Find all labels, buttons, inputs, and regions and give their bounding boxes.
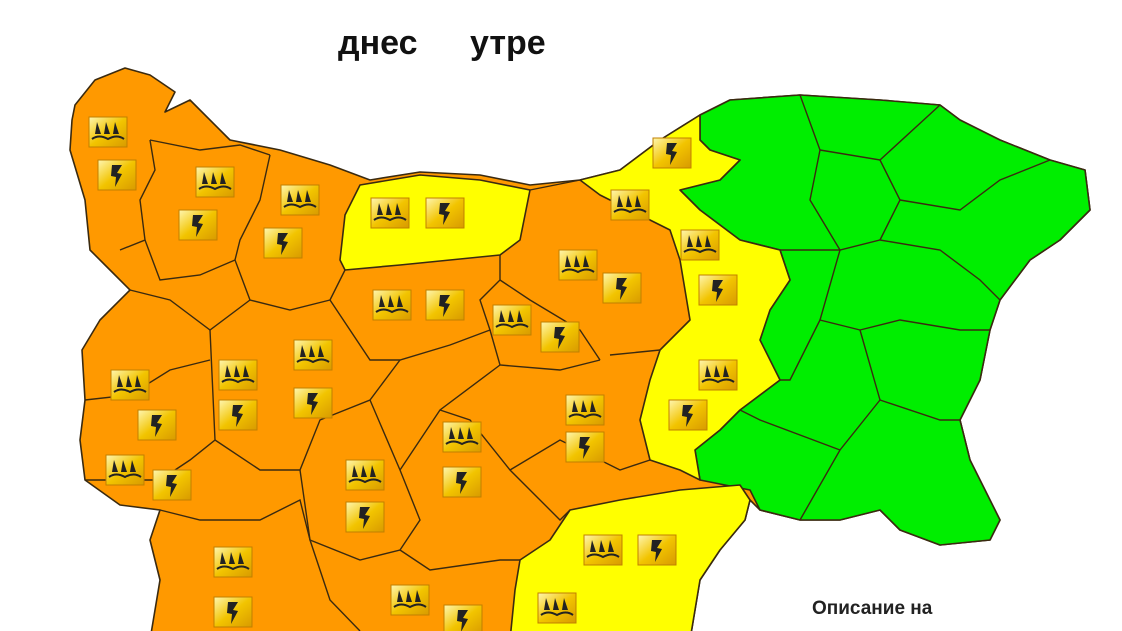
district-border	[329, 255, 501, 361]
district-border	[129, 289, 251, 331]
thunderstorm-icon[interactable]	[178, 209, 218, 241]
district-border	[149, 139, 271, 156]
thunderstorm-icon[interactable]	[442, 466, 482, 498]
thunderstorm-icon[interactable]	[345, 501, 385, 533]
district-border	[739, 409, 841, 451]
tab-tomorrow[interactable]: утре	[470, 24, 546, 62]
thunderstorm-icon[interactable]	[698, 274, 738, 306]
thunderstorm-icon[interactable]	[540, 321, 580, 353]
rain-flood-icon[interactable]	[610, 189, 650, 221]
thunderstorm-icon[interactable]	[152, 469, 192, 501]
district-border	[214, 359, 401, 471]
rain-flood-icon[interactable]	[293, 339, 333, 371]
district-border	[859, 329, 960, 421]
district-border	[234, 154, 331, 311]
rain-flood-icon[interactable]	[583, 534, 623, 566]
rain-flood-icon[interactable]	[370, 197, 410, 229]
rain-flood-icon[interactable]	[680, 229, 720, 261]
district-border	[899, 159, 1051, 211]
rain-flood-icon[interactable]	[372, 289, 412, 321]
thunderstorm-icon[interactable]	[652, 137, 692, 169]
rain-flood-icon[interactable]	[565, 394, 605, 426]
rain-flood-icon[interactable]	[280, 184, 320, 216]
district-border	[499, 279, 601, 361]
thunderstorm-icon[interactable]	[443, 604, 483, 631]
rain-flood-icon[interactable]	[698, 359, 738, 391]
rain-flood-icon[interactable]	[213, 546, 253, 578]
thunderstorm-icon[interactable]	[425, 289, 465, 321]
district-border	[859, 319, 990, 331]
rain-flood-icon[interactable]	[105, 454, 145, 486]
thunderstorm-icon[interactable]	[213, 596, 253, 628]
district-border	[309, 539, 361, 631]
rain-flood-icon[interactable]	[537, 592, 577, 624]
district-border	[329, 269, 346, 301]
thunderstorm-icon[interactable]	[263, 227, 303, 259]
thunderstorm-icon[interactable]	[565, 431, 605, 463]
rain-flood-icon[interactable]	[110, 369, 150, 401]
district-border	[119, 139, 156, 251]
thunderstorm-icon[interactable]	[293, 387, 333, 419]
tab-today[interactable]: днес	[338, 24, 418, 62]
district-border	[529, 179, 581, 191]
rain-flood-icon[interactable]	[218, 359, 258, 391]
thunderstorm-icon[interactable]	[668, 399, 708, 431]
thunderstorm-icon[interactable]	[97, 159, 137, 191]
district-border	[609, 349, 661, 356]
thunderstorm-icon[interactable]	[218, 399, 258, 431]
thunderstorm-icon[interactable]	[637, 534, 677, 566]
district-border	[799, 94, 841, 251]
district-border	[780, 319, 821, 381]
district-border	[84, 359, 211, 401]
thunderstorm-icon[interactable]	[137, 409, 177, 441]
district-border	[159, 498, 311, 541]
rain-flood-icon[interactable]	[492, 304, 532, 336]
rain-flood-icon[interactable]	[390, 584, 430, 616]
district-border	[780, 239, 1001, 301]
rain-flood-icon[interactable]	[442, 421, 482, 453]
legend-description-link[interactable]: Описание на	[812, 598, 933, 619]
district-border	[399, 549, 520, 571]
rain-flood-icon[interactable]	[88, 116, 128, 148]
district-border	[489, 329, 601, 371]
rain-flood-icon[interactable]	[558, 249, 598, 281]
rain-flood-icon[interactable]	[345, 459, 385, 491]
thunderstorm-icon[interactable]	[425, 197, 465, 229]
thunderstorm-icon[interactable]	[602, 272, 642, 304]
district-border	[144, 239, 236, 281]
rain-flood-icon[interactable]	[195, 166, 235, 198]
